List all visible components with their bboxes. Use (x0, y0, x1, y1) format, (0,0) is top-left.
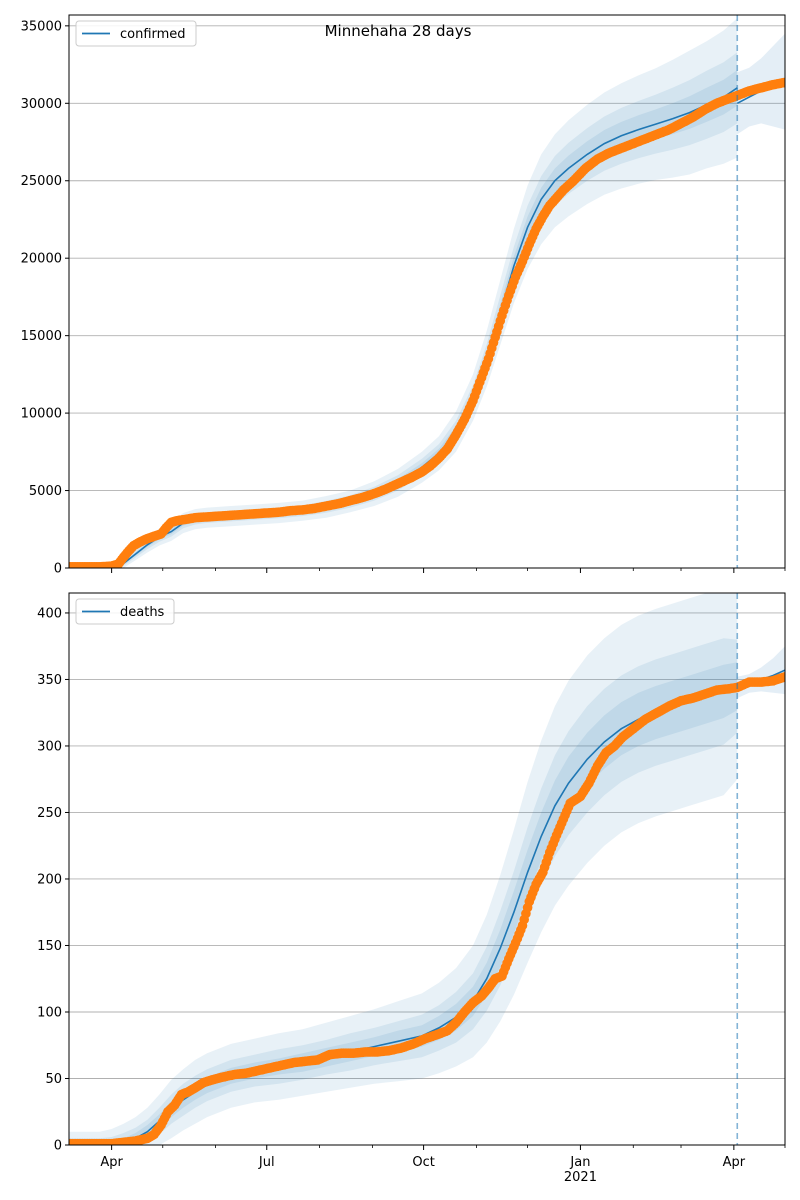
observed-series (69, 672, 785, 1145)
y-tick-label: 400 (37, 606, 62, 621)
confidence-band-outer (69, 593, 738, 1145)
legend-label: confirmed (120, 27, 186, 42)
figure-title: Minnehaha 28 days (325, 22, 472, 40)
y-tick-label: 300 (37, 739, 62, 754)
x-tick-label: Apr (100, 1155, 123, 1170)
y-tick-label: 0 (54, 562, 62, 577)
confidence-band-inner (69, 662, 738, 1145)
y-tick-label: 15000 (21, 329, 62, 344)
x-tick-label: Oct (412, 1155, 434, 1170)
plot-area (69, 18, 785, 568)
observed-point (780, 672, 785, 682)
legend-label: deaths (120, 605, 165, 620)
y-tick-label: 250 (37, 806, 62, 821)
plot-area (69, 593, 785, 1145)
observed-point (780, 77, 785, 88)
confidence-band-outer (69, 18, 738, 568)
y-tick-label: 10000 (21, 407, 62, 422)
y-tick-label: 0 (54, 1139, 62, 1154)
x-tick-label: Apr (723, 1155, 746, 1170)
axes-frame (68, 592, 786, 1146)
y-tick-label: 20000 (21, 252, 62, 267)
axes-frame (68, 14, 786, 569)
legend: confirmed (75, 20, 197, 47)
legend-box (75, 598, 175, 625)
x-tick-sublabel: 2021 (564, 1170, 597, 1185)
y-tick-label: 50 (45, 1072, 62, 1087)
legend-box (75, 20, 197, 47)
legend: deaths (75, 598, 175, 625)
y-tick-label: 150 (37, 939, 62, 954)
observed-series (69, 77, 785, 568)
y-tick-label: 350 (37, 673, 62, 688)
y-tick-label: 5000 (29, 484, 62, 499)
x-tick-label: Jul (258, 1155, 275, 1170)
confidence-band-middle (69, 638, 738, 1145)
y-tick-label: 100 (37, 1005, 62, 1020)
y-tick-label: 25000 (21, 174, 62, 189)
y-tick-label: 200 (37, 872, 62, 887)
y-tick-label: 35000 (21, 19, 62, 34)
deaths-panel: 0 50 100 150 200 250 300 350 400 Apr Jul Oct Jan2021… (37, 592, 786, 1185)
x-tick-label: Jan (569, 1155, 590, 1170)
confirmed-panel: 0 5000 10000 15000 20000 25000 30000 35000 confi… (21, 14, 786, 577)
y-tick-label: 30000 (21, 97, 62, 112)
